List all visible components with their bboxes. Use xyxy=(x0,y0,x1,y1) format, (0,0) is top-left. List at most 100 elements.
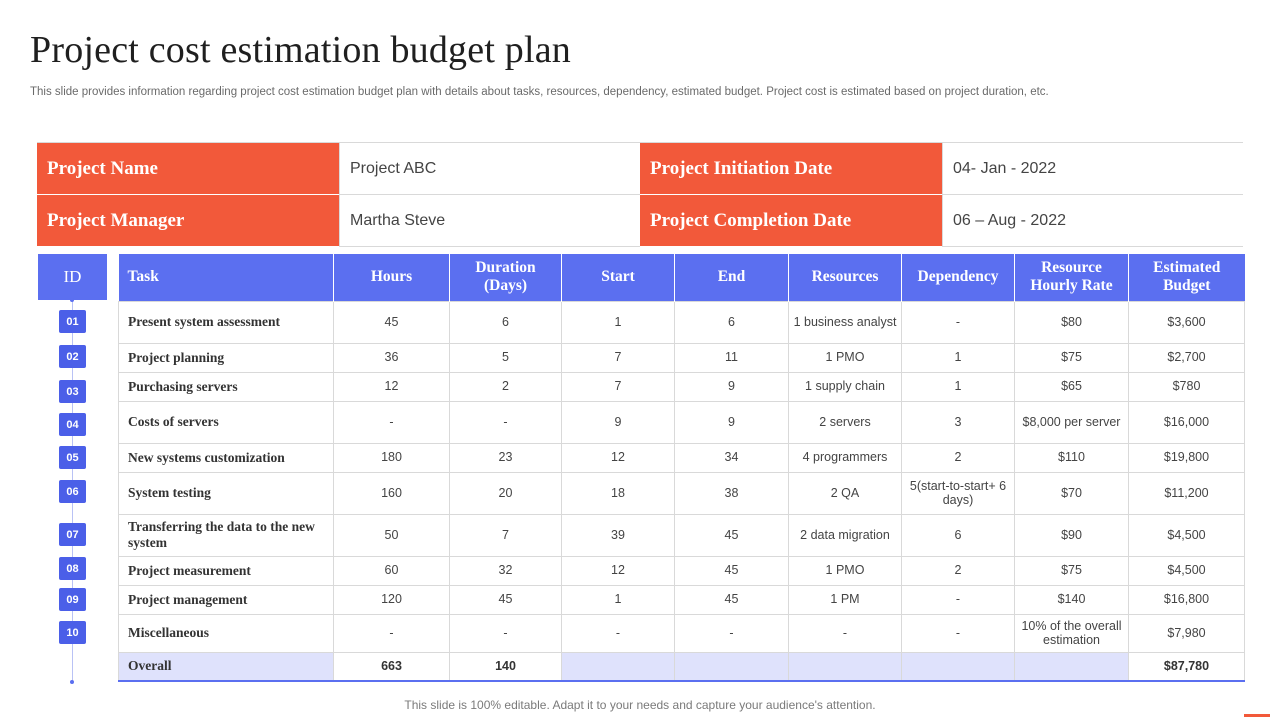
header-task: Task xyxy=(118,254,334,301)
cell-resources: 1 supply chain xyxy=(788,371,902,402)
cell-hourly-rate: $65 xyxy=(1014,371,1129,402)
cell-end: 45 xyxy=(674,555,789,586)
project-name-label: Project Name xyxy=(37,143,339,195)
id-badge: 05 xyxy=(59,446,86,469)
cell-resources: 1 PMO xyxy=(788,555,902,586)
project-manager-value: Martha Steve xyxy=(339,195,640,247)
cell-resources: 1 PM xyxy=(788,584,902,615)
cell-start: 1 xyxy=(561,300,675,344)
cell-hours: - xyxy=(333,613,450,653)
cell-hourly-rate: $70 xyxy=(1014,471,1129,515)
cell-hourly-rate: 10% of the overall estimation xyxy=(1014,613,1129,653)
project-completion-value: 06 – Aug - 2022 xyxy=(942,195,1243,247)
cell-duration: 5 xyxy=(449,342,562,373)
cell-resources: 1 PMO xyxy=(788,342,902,373)
total-budget: $87,780 xyxy=(1128,651,1245,682)
table-header-row: Task Hours Duration (Days) Start End Resource… xyxy=(118,254,1245,301)
cell-task: Project planning xyxy=(118,342,334,373)
cell-duration: - xyxy=(449,400,562,444)
cell-budget: $7,980 xyxy=(1128,613,1245,653)
header-dependency: Dependency xyxy=(901,254,1015,301)
cell-budget: $4,500 xyxy=(1128,555,1245,586)
header-resources: Resources xyxy=(788,254,902,301)
cell-dependency: - xyxy=(901,584,1015,615)
id-badge: 10 xyxy=(59,621,86,644)
header-budget: Estimated Budget xyxy=(1128,254,1245,301)
total-hours: 663 xyxy=(333,651,450,682)
total-row: Overall 663 140 $87,780 xyxy=(118,651,1245,682)
cell-budget: $780 xyxy=(1128,371,1245,402)
total-task: Overall xyxy=(118,651,334,682)
id-badge: 09 xyxy=(59,588,86,611)
cell-hourly-rate: $75 xyxy=(1014,555,1129,586)
project-info-grid: Project Name Project ABC Project Initiat… xyxy=(37,142,1243,247)
cell-duration: 20 xyxy=(449,471,562,515)
cell-dependency: 3 xyxy=(901,400,1015,444)
total-end xyxy=(674,651,789,682)
table-row: Miscellaneous - - - - - -10% of the overall es… xyxy=(118,613,1245,653)
cell-dependency: 2 xyxy=(901,442,1015,473)
cell-resources: - xyxy=(788,613,902,653)
table-row: Purchasing servers 12 2 7 9 1 supply chain 1 $6… xyxy=(118,371,1245,402)
page-subtitle: This slide provides information regardin… xyxy=(30,86,1049,98)
total-dependency xyxy=(901,651,1015,682)
cell-hours: 12 xyxy=(333,371,450,402)
cell-hours: 160 xyxy=(333,471,450,515)
id-badge: 04 xyxy=(59,413,86,436)
cell-hours: 36 xyxy=(333,342,450,373)
cell-duration: 45 xyxy=(449,584,562,615)
cell-duration: - xyxy=(449,613,562,653)
cell-dependency: 6 xyxy=(901,513,1015,557)
cell-task: Project measurement xyxy=(118,555,334,586)
cell-start: 7 xyxy=(561,371,675,402)
id-badge: 03 xyxy=(59,380,86,403)
cell-start: 18 xyxy=(561,471,675,515)
cell-resources: 4 programmers xyxy=(788,442,902,473)
header-hours: Hours xyxy=(333,254,450,301)
cell-start: 9 xyxy=(561,400,675,444)
cell-resources: 2 QA xyxy=(788,471,902,515)
cell-hours: - xyxy=(333,400,450,444)
cell-task: Purchasing servers xyxy=(118,371,334,402)
table-row: Transferring the data to the new system 5… xyxy=(118,513,1245,557)
id-badge: 06 xyxy=(59,480,86,503)
cell-resources: 2 data migration xyxy=(788,513,902,557)
budget-table: Task Hours Duration (Days) Start End Resource… xyxy=(118,254,1245,682)
cell-start: 1 xyxy=(561,584,675,615)
footer-note: This slide is 100% editable. Adapt it to… xyxy=(404,698,876,712)
cell-end: 9 xyxy=(674,371,789,402)
cell-end: - xyxy=(674,613,789,653)
cell-hourly-rate: $110 xyxy=(1014,442,1129,473)
cell-hours: 50 xyxy=(333,513,450,557)
cell-budget: $19,800 xyxy=(1128,442,1245,473)
cell-budget: $4,500 xyxy=(1128,513,1245,557)
cell-hourly-rate: $75 xyxy=(1014,342,1129,373)
table-row: New systems customization 180 23 12 34 4 prog… xyxy=(118,442,1245,473)
project-completion-label: Project Completion Date xyxy=(640,195,942,247)
total-resources xyxy=(788,651,902,682)
cell-dependency: 1 xyxy=(901,342,1015,373)
cell-start: - xyxy=(561,613,675,653)
table-row: Present system assessment 45 6 1 6 1 business… xyxy=(118,300,1245,344)
cell-end: 38 xyxy=(674,471,789,515)
header-start: Start xyxy=(561,254,675,301)
header-end: End xyxy=(674,254,789,301)
cell-task: Transferring the data to the new system xyxy=(118,513,334,557)
id-badge: 07 xyxy=(59,523,86,546)
cell-task: Costs of servers xyxy=(118,400,334,444)
cell-end: 34 xyxy=(674,442,789,473)
id-column-header: ID xyxy=(38,254,107,300)
cell-budget: $2,700 xyxy=(1128,342,1245,373)
cell-dependency: - xyxy=(901,613,1015,653)
cell-task: New systems customization xyxy=(118,442,334,473)
cell-duration: 23 xyxy=(449,442,562,473)
cell-end: 9 xyxy=(674,400,789,444)
cell-budget: $3,600 xyxy=(1128,300,1245,344)
table-row: System testing 160 20 18 38 2 QA 5(start-to-st… xyxy=(118,471,1245,515)
table-row: Costs of servers - -9 9 2 servers 3 $8,000 per… xyxy=(118,400,1245,444)
cell-duration: 6 xyxy=(449,300,562,344)
total-start xyxy=(561,651,675,682)
cell-hourly-rate: $8,000 per server xyxy=(1014,400,1129,444)
cell-end: 45 xyxy=(674,584,789,615)
cell-task: Miscellaneous xyxy=(118,613,334,653)
